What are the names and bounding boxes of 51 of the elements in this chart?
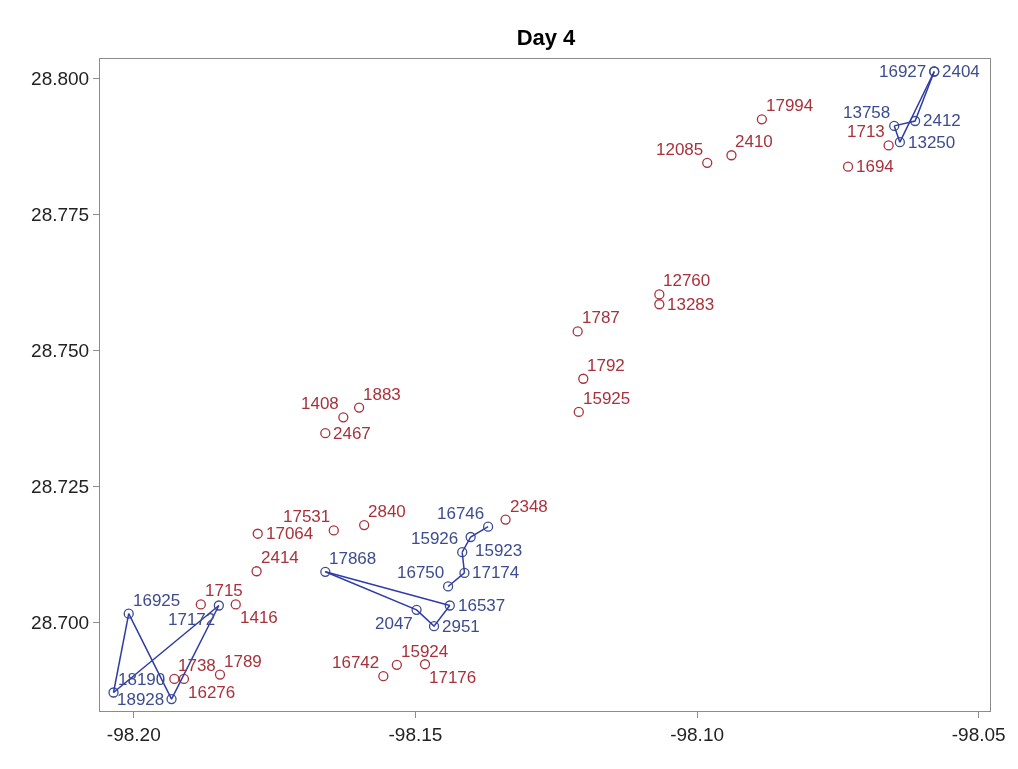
annotation: 1792 (587, 356, 625, 375)
annotation: 1694 (856, 157, 894, 176)
annotation: 16742 (332, 653, 380, 672)
annotation: 18928 (117, 690, 165, 709)
annotation: 15926 (411, 529, 459, 548)
annotation: 1713 (847, 122, 885, 141)
annotation: 16746 (437, 504, 485, 523)
annotation: 1416 (240, 608, 278, 627)
x-tick-label: -98.10 (670, 723, 725, 745)
annotation: 13250 (908, 133, 956, 152)
annotation: 17994 (766, 96, 814, 115)
annotation: 15925 (583, 389, 631, 408)
annotation: 2410 (735, 132, 773, 151)
annotation: 12085 (656, 140, 704, 159)
x-tick-label: -98.05 (951, 723, 1006, 745)
annotation: 16927 (879, 62, 927, 81)
annotation: 13283 (667, 295, 715, 314)
annotation: 17176 (429, 668, 477, 687)
annotation: 17531 (283, 507, 331, 526)
y-tick-label: 28.800 (31, 68, 90, 90)
y-tick-label: 28.775 (31, 204, 90, 226)
annotation: 16750 (397, 563, 445, 582)
annotation: 1883 (363, 385, 401, 404)
annotation: 2412 (923, 111, 961, 130)
annotation: 2348 (510, 497, 548, 516)
annotation: 2404 (942, 62, 980, 81)
annotation: 13758 (843, 103, 891, 122)
annotation: 16925 (133, 591, 181, 610)
annotation: 17174 (472, 563, 520, 582)
annotation: 16537 (458, 596, 506, 615)
annotation: 17868 (329, 549, 377, 568)
annotation: 15923 (475, 541, 523, 560)
annotation: 2467 (333, 424, 371, 443)
annotation: 12760 (663, 271, 711, 290)
annotation: 2414 (261, 548, 299, 567)
annotation: 1787 (582, 308, 620, 327)
annotation: 15924 (401, 642, 449, 661)
annotation: 1408 (301, 394, 339, 413)
x-tick-label: -98.15 (388, 723, 443, 745)
y-tick-label: 28.725 (31, 476, 90, 498)
annotation: 16276 (188, 683, 236, 702)
annotation: 2951 (442, 617, 480, 636)
annotation: 1789 (224, 652, 262, 671)
chart-title: Day 4 (516, 24, 577, 50)
annotation: 2840 (368, 502, 406, 521)
y-tick-label: 28.750 (31, 340, 90, 362)
y-tick-label: 28.700 (31, 612, 90, 634)
annotation: 17064 (266, 524, 314, 543)
annotation: 1715 (205, 581, 243, 600)
annotation: 2047 (375, 614, 413, 633)
x-tick-label: -98.20 (106, 723, 161, 745)
